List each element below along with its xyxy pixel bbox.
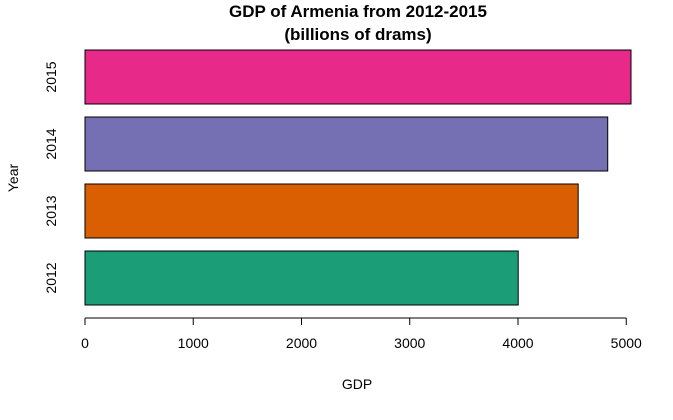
x-tick-label-5000: 5000 — [611, 335, 642, 351]
y-tick-label-2013: 2013 — [43, 195, 59, 226]
bars-group — [85, 50, 631, 305]
bar-2012 — [85, 251, 518, 305]
bar-2015 — [85, 50, 631, 104]
chart-subtitle: (billions of drams) — [284, 25, 431, 44]
y-tick-label-2015: 2015 — [43, 61, 59, 92]
x-tick-label-2000: 2000 — [286, 335, 317, 351]
bar-2013 — [85, 184, 578, 238]
chart-title: GDP of Armenia from 2012-2015 — [229, 2, 487, 21]
x-axis-label: GDP — [342, 376, 372, 392]
y-tick-labels: 2012 2013 2014 2015 — [43, 61, 59, 293]
y-tick-label-2012: 2012 — [43, 262, 59, 293]
x-axis: 0 1000 2000 3000 4000 5000 — [81, 318, 642, 351]
y-axis-label: Year — [5, 164, 21, 193]
x-tick-label-3000: 3000 — [394, 335, 425, 351]
y-tick-label-2014: 2014 — [43, 128, 59, 159]
x-tick-label-1000: 1000 — [178, 335, 209, 351]
x-tick-label-0: 0 — [81, 335, 89, 351]
bar-2014 — [85, 117, 608, 171]
x-tick-label-4000: 4000 — [502, 335, 533, 351]
